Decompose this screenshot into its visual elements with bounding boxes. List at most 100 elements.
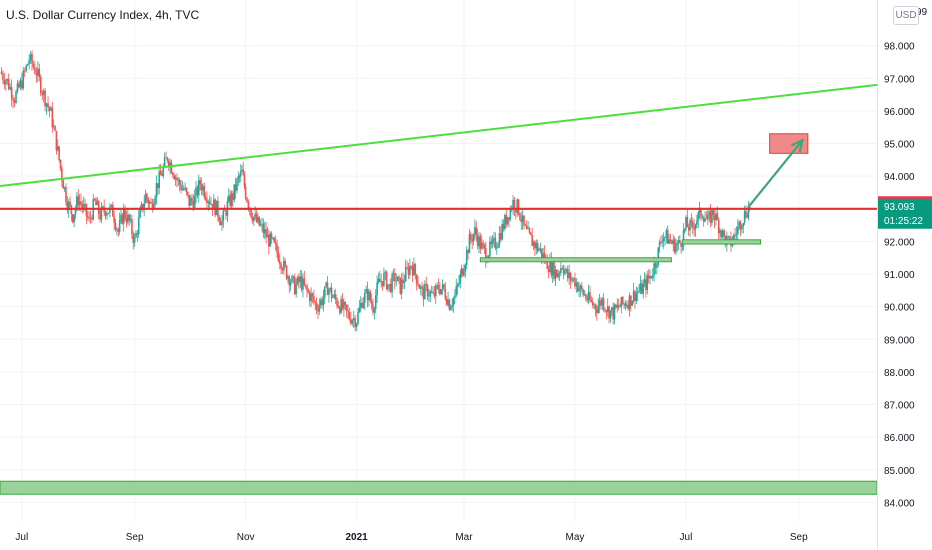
candle-body	[61, 168, 63, 181]
candle-body	[436, 285, 438, 287]
candle-body	[74, 208, 77, 215]
candle-body	[222, 210, 225, 221]
candle-body	[12, 98, 14, 101]
candle-body	[628, 295, 631, 310]
candle-body	[326, 282, 329, 296]
candle-body	[437, 285, 440, 290]
candle-body	[425, 284, 428, 286]
candle-body	[598, 300, 601, 306]
candle-body	[182, 188, 185, 190]
y-tick-label: 85.000	[884, 466, 915, 477]
candle-body	[196, 187, 199, 196]
candle-body	[370, 300, 373, 305]
candle-body	[419, 286, 422, 289]
candle-body	[337, 306, 340, 308]
candle-body	[550, 260, 553, 276]
y-tick-label: 89.000	[884, 335, 915, 346]
candle-body	[325, 282, 327, 287]
candle-body	[270, 233, 273, 239]
candle-body	[613, 304, 616, 320]
candle-body	[261, 223, 263, 225]
candle-body	[330, 287, 333, 298]
currency-button[interactable]: USD	[893, 6, 919, 25]
candle-body	[600, 300, 602, 306]
candle-body	[394, 273, 396, 282]
candle-body	[490, 241, 493, 244]
candle-body	[671, 241, 673, 244]
candle-body	[110, 204, 113, 207]
candle-body	[523, 215, 525, 226]
y-tick-label: 87.000	[884, 401, 915, 412]
candle-body	[418, 285, 421, 289]
candle-body	[482, 242, 484, 245]
candle-body	[34, 67, 36, 74]
candle-body	[694, 224, 697, 230]
candle-body	[475, 227, 478, 236]
candle-body	[594, 304, 597, 310]
candle-body	[121, 214, 124, 224]
candle-body	[525, 225, 528, 229]
candle-body	[188, 194, 191, 206]
candle-body	[461, 268, 464, 276]
y-tick-label: 90.000	[884, 303, 915, 314]
candle-body	[444, 288, 447, 299]
candle-body	[479, 236, 482, 249]
candle-body	[81, 204, 84, 208]
candle-body	[424, 284, 426, 300]
candle-body	[739, 221, 742, 230]
candle-body	[723, 230, 725, 236]
candle-body	[161, 175, 163, 177]
candle-body	[66, 202, 69, 211]
candle-body	[705, 218, 708, 220]
candle-body	[345, 304, 348, 311]
candle-body	[535, 242, 538, 249]
candle-body	[169, 162, 171, 168]
candle-body	[554, 269, 557, 279]
target-box	[769, 133, 809, 154]
candle-body	[166, 157, 169, 161]
price-scale-top-partial: 99	[916, 7, 928, 18]
candle-body	[287, 276, 289, 279]
candle-body	[73, 214, 75, 223]
candle-body	[661, 241, 664, 243]
candle-body	[738, 221, 740, 227]
candle-body	[399, 277, 402, 294]
candle-body	[26, 64, 29, 66]
candle-body	[273, 237, 276, 243]
candle-body	[464, 264, 467, 272]
candle-body	[459, 274, 462, 283]
candle-body	[605, 310, 608, 312]
candle-body	[163, 157, 166, 167]
candle-body	[455, 286, 458, 296]
candle-body	[636, 292, 639, 294]
candle-body	[365, 289, 367, 294]
candle-body	[585, 294, 587, 299]
candle-body	[531, 235, 534, 246]
candle-body	[713, 215, 716, 221]
candle-body	[421, 286, 423, 289]
candle-body	[307, 290, 310, 293]
candle-body	[203, 186, 206, 197]
support-zone-bottom	[0, 480, 878, 495]
y-tick-label: 98.000	[884, 42, 915, 53]
candle-body	[157, 183, 159, 189]
candle-body	[44, 90, 46, 107]
candle-body	[666, 230, 669, 244]
candle-body	[513, 200, 516, 211]
candle-body	[428, 295, 430, 297]
candle-body	[112, 204, 114, 217]
candle-body	[85, 204, 88, 217]
candle-body	[478, 236, 480, 247]
candle-body	[23, 70, 26, 72]
candle-body	[3, 79, 6, 85]
candle-body	[590, 300, 593, 302]
candle-body	[192, 200, 195, 208]
support-zone-1	[479, 257, 672, 263]
candle-body	[649, 276, 651, 279]
x-tick-label: Sep	[790, 532, 808, 543]
candle-body	[604, 309, 606, 311]
y-tick-label: 92.000	[884, 237, 915, 248]
candle-body	[278, 261, 281, 264]
candle-body	[485, 248, 487, 263]
